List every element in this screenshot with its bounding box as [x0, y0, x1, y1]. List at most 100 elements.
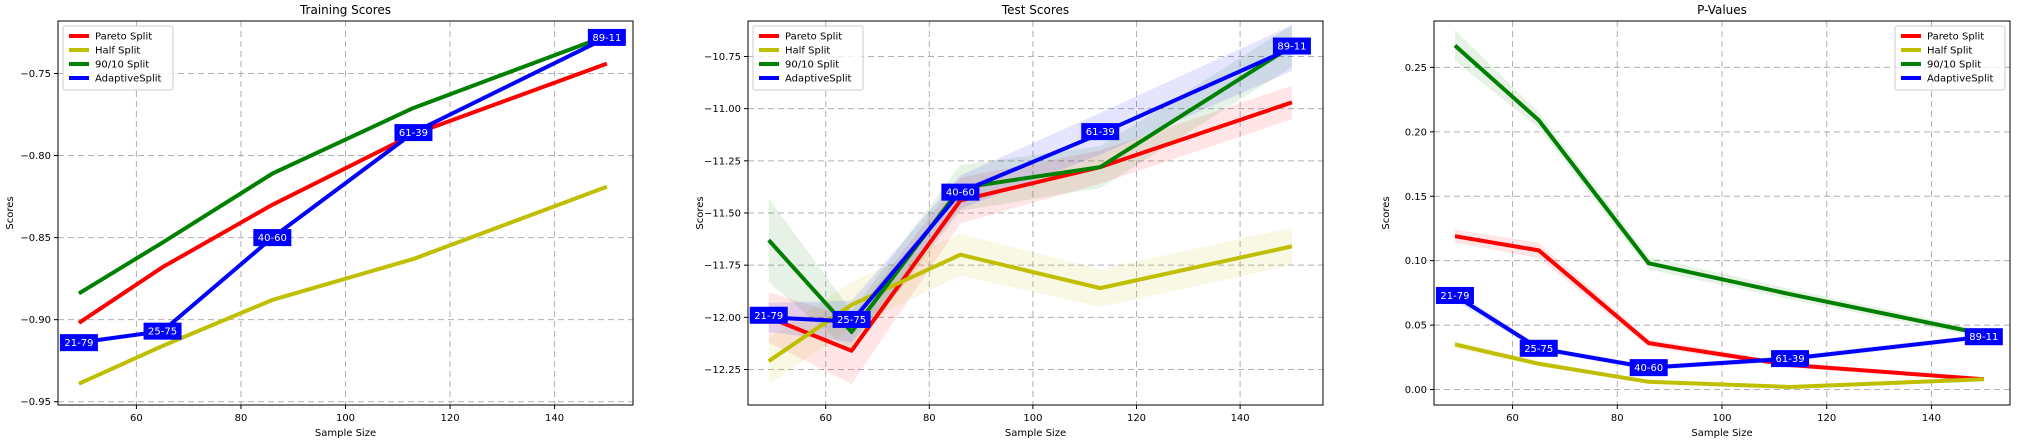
chart-title: Test Scores — [1001, 3, 1069, 17]
y-tick-label: −10.75 — [704, 52, 741, 63]
annotation-box — [941, 183, 980, 201]
annotation-label: 61-39 — [1776, 354, 1805, 365]
annotation-label: 89-11 — [1969, 332, 1998, 343]
annotation-label: 25-75 — [837, 315, 866, 326]
chart-2: 21-79 25-75 40-60 61-39 89-11 60 80 100 120 140 −1… — [695, 3, 1324, 439]
annotation: 40-60 — [253, 229, 292, 247]
annotation: 25-75 — [832, 310, 871, 328]
annotation: 25-75 — [143, 322, 182, 340]
x-tick-label: 100 — [336, 413, 355, 424]
legend-item: 90/10 Split — [759, 60, 839, 71]
annotation-box — [749, 306, 788, 324]
annotation-box — [1081, 123, 1120, 141]
annotation-box — [1519, 339, 1558, 357]
annotation-box — [394, 124, 433, 142]
legend-item: Half Split — [69, 46, 140, 57]
legend-label: Pareto Split — [95, 32, 152, 43]
legend-label: 90/10 Split — [785, 60, 839, 71]
annotation: 61-39 — [394, 124, 433, 142]
annotation: 89-11 — [1964, 328, 2003, 346]
annotation-label: 40-60 — [946, 188, 975, 199]
annotation: 25-75 — [1519, 339, 1558, 357]
y-axis-label: Scores — [1381, 196, 1392, 229]
legend-item: AdaptiveSplit — [759, 74, 852, 85]
y-tick-label: −0.75 — [20, 69, 51, 80]
series-line-pareto — [1454, 234, 1984, 382]
y-tick-label: −0.85 — [20, 233, 51, 244]
annotation-box — [59, 334, 98, 352]
y-tick-label: 0.05 — [1405, 321, 1427, 332]
legend-box — [752, 25, 864, 91]
y-tick-label: −11.50 — [704, 209, 741, 220]
confidence-band-pareto — [768, 85, 1292, 385]
annotation-box — [832, 310, 871, 328]
x-tick-label: 100 — [1023, 413, 1042, 424]
annotation-label: 40-60 — [258, 233, 287, 244]
y-axis-label: Scores — [695, 196, 706, 229]
legend-item: AdaptiveSplit — [69, 74, 162, 85]
y-tick-label: −0.80 — [20, 151, 51, 162]
y-tick-label: −0.95 — [20, 397, 51, 408]
annotation-label: 21-79 — [754, 311, 783, 322]
annotation-box — [1771, 350, 1810, 368]
legend-item: AdaptiveSplit — [1901, 74, 1994, 85]
series-line-ninety — [1453, 43, 1985, 337]
x-tick-label: 80 — [923, 413, 936, 424]
series-line-half — [767, 244, 1293, 363]
x-tick-label: 80 — [1611, 413, 1624, 424]
legend: Pareto Split Half Split 90/10 Split Adaptiv… — [752, 25, 864, 91]
annotation: 21-79 — [1435, 286, 1474, 304]
y-tick-label: −12.25 — [704, 365, 741, 376]
annotations: 21-79 25-75 40-60 61-39 89-11 — [1435, 286, 2003, 377]
legend-item: Pareto Split — [759, 32, 842, 43]
annotation-label: 25-75 — [1524, 344, 1553, 355]
plot-area — [1453, 30, 1985, 389]
legend-box — [1894, 25, 2006, 91]
y-tick-label: 0.00 — [1405, 385, 1427, 396]
annotation-label: 61-39 — [1086, 127, 1115, 138]
legend-label: 90/10 Split — [1927, 60, 1981, 71]
annotation: 40-60 — [941, 183, 980, 201]
x-tick-label: 80 — [235, 413, 248, 424]
x-tick-label: 120 — [1127, 413, 1146, 424]
x-tick-label: 140 — [1922, 413, 1941, 424]
legend-label: Half Split — [785, 46, 830, 57]
chart-title: Training Scores — [299, 3, 391, 17]
series-line-half — [78, 184, 608, 386]
x-tick-label: 120 — [441, 413, 460, 424]
annotation-label: 89-11 — [1277, 42, 1306, 53]
annotation-box — [143, 322, 182, 340]
confidence-band-ninety — [1454, 30, 1984, 338]
legend-label: AdaptiveSplit — [785, 74, 852, 85]
y-axis: −12.25 −12.00 −11.75 −11.50 −11.25 −11.00 −10.… — [704, 52, 748, 376]
x-axis-label: Sample Size — [1691, 428, 1752, 439]
y-axis: 0.00 0.05 0.10 0.15 0.20 0.25 — [1405, 63, 1434, 396]
legend-item: Half Split — [759, 46, 830, 57]
legend-item: Pareto Split — [1901, 32, 1984, 43]
legend-box — [62, 25, 174, 91]
annotation: 21-79 — [749, 306, 788, 324]
y-tick-label: −11.00 — [704, 104, 741, 115]
annotation-label: 25-75 — [148, 327, 177, 338]
series-line-pareto — [77, 61, 608, 325]
plot-area — [767, 25, 1293, 385]
legend-item: Pareto Split — [69, 32, 152, 43]
legend-label: Pareto Split — [1927, 32, 1984, 43]
x-tick-label: 60 — [130, 413, 143, 424]
annotation-box — [1629, 359, 1668, 377]
x-axis-label: Sample Size — [315, 428, 376, 439]
legend-label: AdaptiveSplit — [1927, 74, 1994, 85]
annotation-label: 21-79 — [64, 338, 93, 349]
chart-title: P-Values — [1697, 3, 1747, 17]
annotation-box — [1272, 37, 1311, 55]
annotation: 61-39 — [1081, 123, 1120, 141]
x-axis: 60 80 100 120 140 — [1506, 405, 1941, 424]
chart-1: 21-79 25-75 40-60 61-39 89-11 60 80 100 120 140 −0… — [5, 3, 634, 439]
annotation: 40-60 — [1629, 359, 1668, 377]
x-tick-label: 140 — [545, 413, 564, 424]
annotation: 21-79 — [59, 334, 98, 352]
y-tick-label: −11.25 — [704, 156, 741, 167]
legend-label: AdaptiveSplit — [95, 74, 162, 85]
chart-3: 21-79 25-75 40-60 61-39 89-11 60 80 100 120 140 0.… — [1381, 3, 2011, 439]
